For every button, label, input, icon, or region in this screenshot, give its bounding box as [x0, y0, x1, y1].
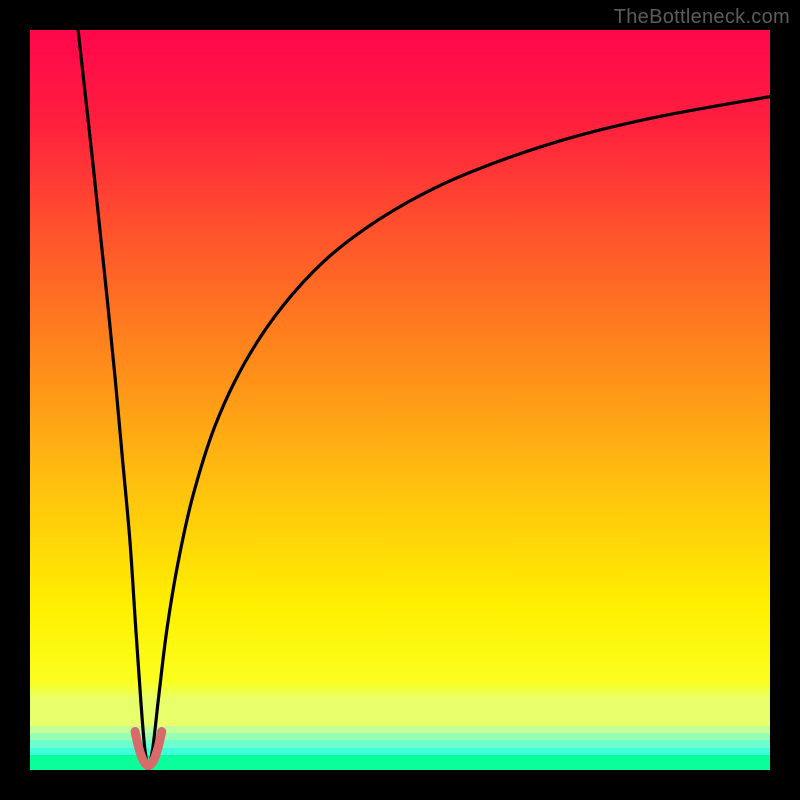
- curve-left-branch: [78, 30, 148, 770]
- chart-curve-layer: [0, 0, 800, 800]
- watermark-text: TheBottleneck.com: [614, 6, 790, 29]
- curve-cusp-highlight: [135, 732, 162, 766]
- curve-right-branch: [148, 97, 770, 770]
